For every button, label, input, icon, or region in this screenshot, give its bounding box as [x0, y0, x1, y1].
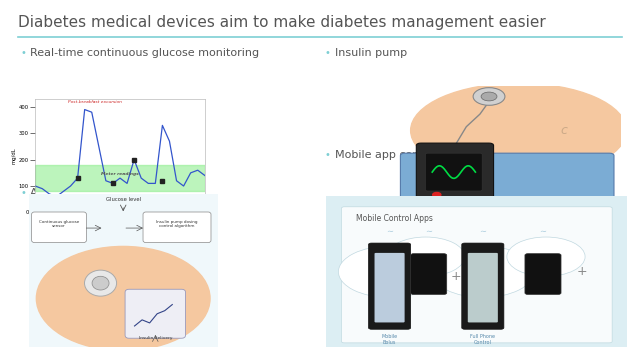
- Text: Real-time continuous glucose monitoring: Real-time continuous glucose monitoring: [30, 48, 259, 58]
- Text: Meter readings: Meter readings: [101, 172, 139, 176]
- Text: •: •: [325, 150, 331, 160]
- Circle shape: [387, 237, 465, 276]
- FancyBboxPatch shape: [143, 212, 211, 243]
- Text: ∼: ∼: [425, 227, 432, 236]
- FancyBboxPatch shape: [462, 243, 504, 329]
- Circle shape: [84, 270, 116, 296]
- Text: Insulin pump dosing
control algorithm: Insulin pump dosing control algorithm: [156, 220, 198, 228]
- Text: Mobile
Bolus: Mobile Bolus: [381, 334, 397, 345]
- Ellipse shape: [36, 246, 210, 351]
- Text: •: •: [325, 48, 331, 58]
- FancyBboxPatch shape: [374, 253, 404, 323]
- Text: Continuous glucose
sensor: Continuous glucose sensor: [39, 220, 79, 228]
- Text: •: •: [20, 188, 26, 198]
- FancyBboxPatch shape: [125, 289, 186, 338]
- Text: Mobile app control: Mobile app control: [335, 150, 438, 160]
- FancyBboxPatch shape: [417, 143, 493, 209]
- Y-axis label: mg/dL: mg/dL: [11, 147, 16, 164]
- Text: +: +: [451, 270, 461, 283]
- Text: Post-breakfast excursion: Post-breakfast excursion: [68, 100, 122, 104]
- Text: •: •: [20, 48, 26, 58]
- Text: +: +: [577, 265, 588, 278]
- FancyBboxPatch shape: [323, 195, 630, 349]
- Text: c: c: [561, 124, 568, 137]
- FancyBboxPatch shape: [468, 253, 498, 323]
- FancyBboxPatch shape: [426, 153, 482, 191]
- X-axis label: Hours: Hours: [112, 225, 128, 230]
- Circle shape: [473, 87, 505, 105]
- FancyBboxPatch shape: [401, 153, 614, 215]
- Circle shape: [92, 276, 109, 290]
- Text: Full Phone
Control: Full Phone Control: [470, 334, 495, 345]
- FancyBboxPatch shape: [31, 212, 86, 243]
- Circle shape: [339, 246, 441, 297]
- Circle shape: [481, 92, 497, 101]
- FancyBboxPatch shape: [27, 193, 220, 349]
- FancyBboxPatch shape: [525, 254, 561, 294]
- Text: ∼: ∼: [540, 227, 547, 236]
- Text: Nocturnal lows: Nocturnal lows: [36, 202, 69, 206]
- Text: Glucose level: Glucose level: [106, 197, 141, 202]
- Text: Insulin delivery: Insulin delivery: [138, 336, 172, 340]
- Text: ∼: ∼: [386, 227, 393, 236]
- FancyBboxPatch shape: [342, 207, 612, 343]
- FancyBboxPatch shape: [411, 254, 447, 294]
- Text: Automated insulin delivery: Automated insulin delivery: [30, 188, 180, 198]
- Bar: [35, 165, 205, 191]
- Text: ∼: ∼: [479, 227, 486, 236]
- Text: Diabetes medical devices aim to make diabetes management easier: Diabetes medical devices aim to make dia…: [18, 15, 546, 30]
- Circle shape: [432, 246, 534, 297]
- Text: Mobile Control Apps: Mobile Control Apps: [356, 214, 433, 223]
- FancyBboxPatch shape: [369, 243, 411, 329]
- Circle shape: [433, 193, 441, 197]
- Text: Insulin pump: Insulin pump: [335, 48, 407, 58]
- Circle shape: [507, 237, 585, 276]
- Ellipse shape: [411, 83, 627, 178]
